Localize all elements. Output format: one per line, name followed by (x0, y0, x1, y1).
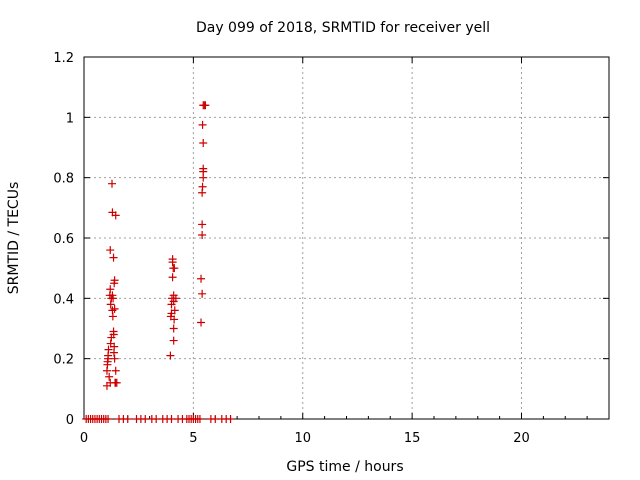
data-point (105, 372, 114, 381)
data-point (106, 246, 115, 255)
grid (84, 57, 609, 419)
data-point (110, 276, 119, 285)
chart-title: Day 099 of 2018, SRMTID for receiver yel… (196, 20, 490, 36)
data-point (110, 304, 119, 313)
data-point (108, 312, 117, 321)
data-point (198, 289, 207, 298)
data-point (226, 415, 235, 423)
x-tick-label: 20 (513, 431, 530, 446)
data-point (104, 345, 113, 354)
data-point (108, 179, 116, 188)
data-point (169, 324, 178, 333)
data-point (109, 330, 118, 339)
data-point (197, 274, 206, 283)
y-tick-label: 0.2 (53, 353, 74, 368)
data-point (199, 164, 208, 173)
data-point (106, 285, 115, 294)
data-point (195, 415, 204, 423)
data-point (168, 255, 177, 264)
x-tick-label: 15 (404, 431, 421, 446)
data-point (198, 230, 207, 239)
data-point (110, 354, 119, 363)
x-axis-label: GPS time / hours (286, 459, 403, 475)
y-tick-label: 1 (66, 111, 74, 126)
data-point (198, 120, 207, 129)
data-point (108, 291, 117, 300)
x-tick-label: 10 (294, 431, 311, 446)
data-points (82, 101, 235, 423)
y-tick-label: 0 (66, 413, 74, 428)
y-tick-label: 0.6 (53, 232, 74, 247)
ticks: 0 0.2 0.4 0.6 0.8 1 1.2 0 5 10 15 20 (53, 51, 610, 446)
data-point (199, 138, 208, 147)
data-point (112, 378, 121, 387)
data-point (166, 351, 175, 360)
data-point (106, 300, 115, 309)
data-point (168, 273, 177, 282)
y-axis-label: SRMTID / TECUs (6, 182, 22, 295)
data-point (111, 211, 120, 220)
data-point (123, 415, 132, 423)
data-point (170, 315, 179, 324)
data-point (198, 220, 207, 229)
data-point (171, 294, 180, 303)
y-tick-label: 0.8 (53, 172, 74, 187)
data-point (109, 253, 118, 262)
data-point (110, 342, 119, 351)
y-tick-label: 1.2 (53, 51, 74, 66)
data-point (198, 182, 207, 191)
data-point (169, 336, 178, 345)
data-point (104, 415, 113, 423)
x-tick-label: 5 (189, 431, 197, 446)
data-point (170, 306, 179, 315)
data-point (170, 264, 179, 273)
y-tick-label: 0.4 (53, 292, 74, 307)
x-tick-label: 0 (80, 431, 88, 446)
data-point (201, 101, 210, 110)
data-point (197, 318, 206, 327)
data-point (111, 366, 120, 375)
